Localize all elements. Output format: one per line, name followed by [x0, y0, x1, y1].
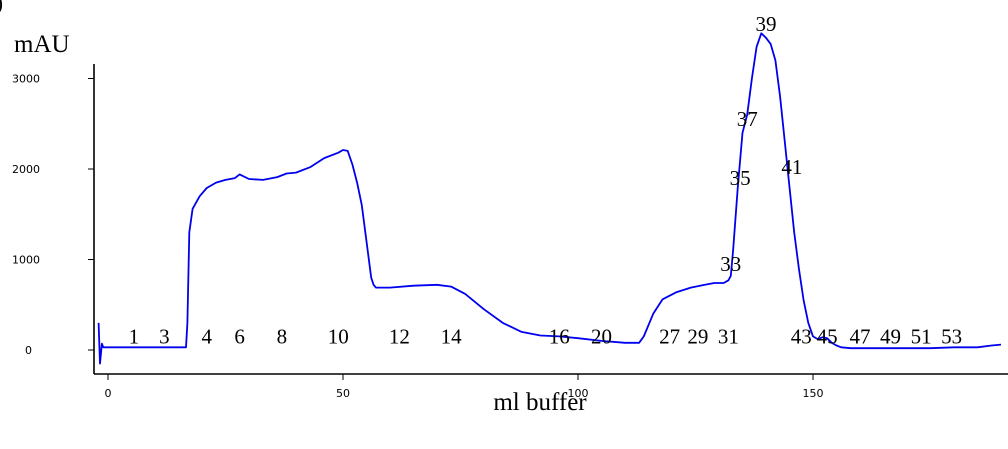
x-tick-label: 150	[803, 387, 824, 400]
fraction-label: 49	[880, 324, 901, 348]
y-axis-label: mAU	[14, 31, 70, 58]
fraction-label: 20	[591, 324, 612, 348]
fraction-label: 4	[201, 324, 212, 348]
fraction-label: 39	[756, 12, 777, 36]
figure-panel-fragment: )	[0, 0, 3, 15]
y-tick-label: 2000	[12, 163, 40, 176]
fraction-label: 33	[720, 252, 741, 276]
fraction-label: 8	[277, 324, 288, 348]
fraction-label: 6	[234, 324, 245, 348]
fraction-label: 51	[911, 324, 932, 348]
fraction-label: 16	[549, 324, 570, 348]
y-tick-label: 1000	[12, 254, 40, 267]
fraction-label: 29	[687, 324, 708, 348]
y-tick-label: 3000	[12, 73, 40, 86]
x-tick-label: 50	[336, 387, 350, 400]
fraction-label: 31	[718, 324, 739, 348]
fraction-label: 12	[389, 324, 410, 348]
fraction-label: 35	[730, 166, 751, 190]
fraction-label: 47	[850, 324, 871, 348]
x-tick-label: 100	[568, 387, 589, 400]
x-axis-label: ml buffer	[493, 389, 587, 416]
fraction-label: 43	[791, 324, 812, 348]
fraction-label: 1	[129, 324, 140, 348]
fraction-label: 27	[659, 324, 680, 348]
fraction-label: 53	[941, 324, 962, 348]
absorbance-trace-line	[97, 32, 1002, 365]
fraction-label: 14	[441, 324, 463, 348]
x-tick-label: 0	[105, 387, 112, 400]
fraction-label: 37	[737, 107, 758, 131]
fraction-label: 41	[781, 155, 802, 179]
y-tick-label: 0	[25, 344, 32, 357]
fraction-label: 10	[328, 324, 349, 348]
fraction-label: 3	[159, 324, 170, 348]
fraction-label: 45	[817, 324, 838, 348]
